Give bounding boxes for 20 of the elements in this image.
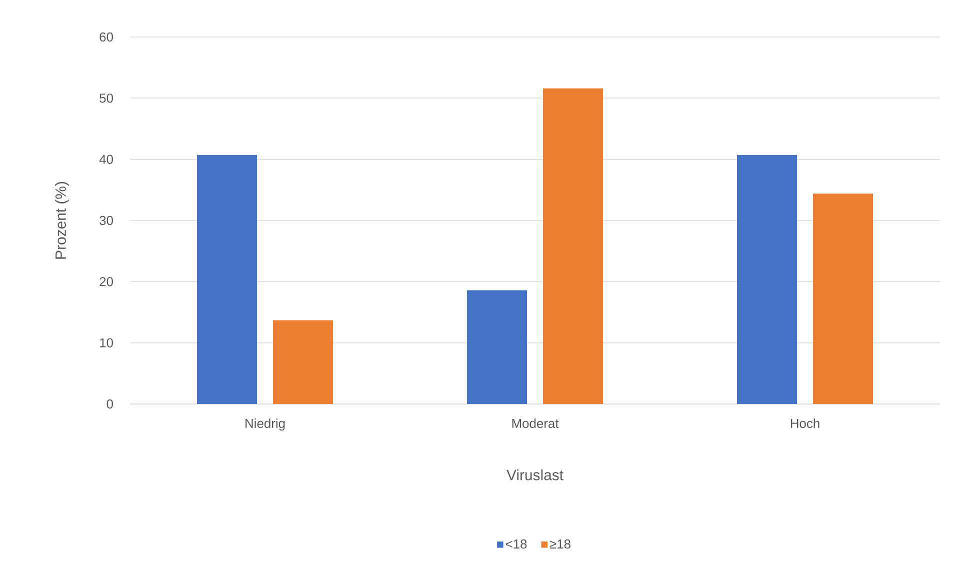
bar	[467, 290, 528, 404]
y-tick-label: 40	[99, 154, 113, 164]
bar	[737, 155, 798, 404]
y-tick-label: 30	[100, 216, 113, 226]
x-tick-label: Hoch	[790, 418, 820, 428]
bar	[543, 88, 604, 404]
x-tick-label: Moderat	[512, 418, 559, 428]
bar	[273, 320, 334, 404]
x-tick-label: Niedrig	[246, 418, 285, 431]
y-tick-label: 60	[100, 32, 113, 42]
bar	[197, 155, 258, 404]
y-tick-label: 50	[100, 94, 113, 103]
bar	[813, 194, 874, 404]
y-axis-title: Prozent (%)	[55, 182, 69, 259]
y-tick-label: 20	[100, 277, 113, 286]
legend-label: ≥18	[550, 539, 570, 549]
y-tick-label: 10	[100, 338, 113, 348]
y-tick-label: 0	[106, 399, 113, 409]
x-axis-title: Viruslast	[506, 469, 564, 480]
legend-label: <18	[506, 539, 527, 549]
